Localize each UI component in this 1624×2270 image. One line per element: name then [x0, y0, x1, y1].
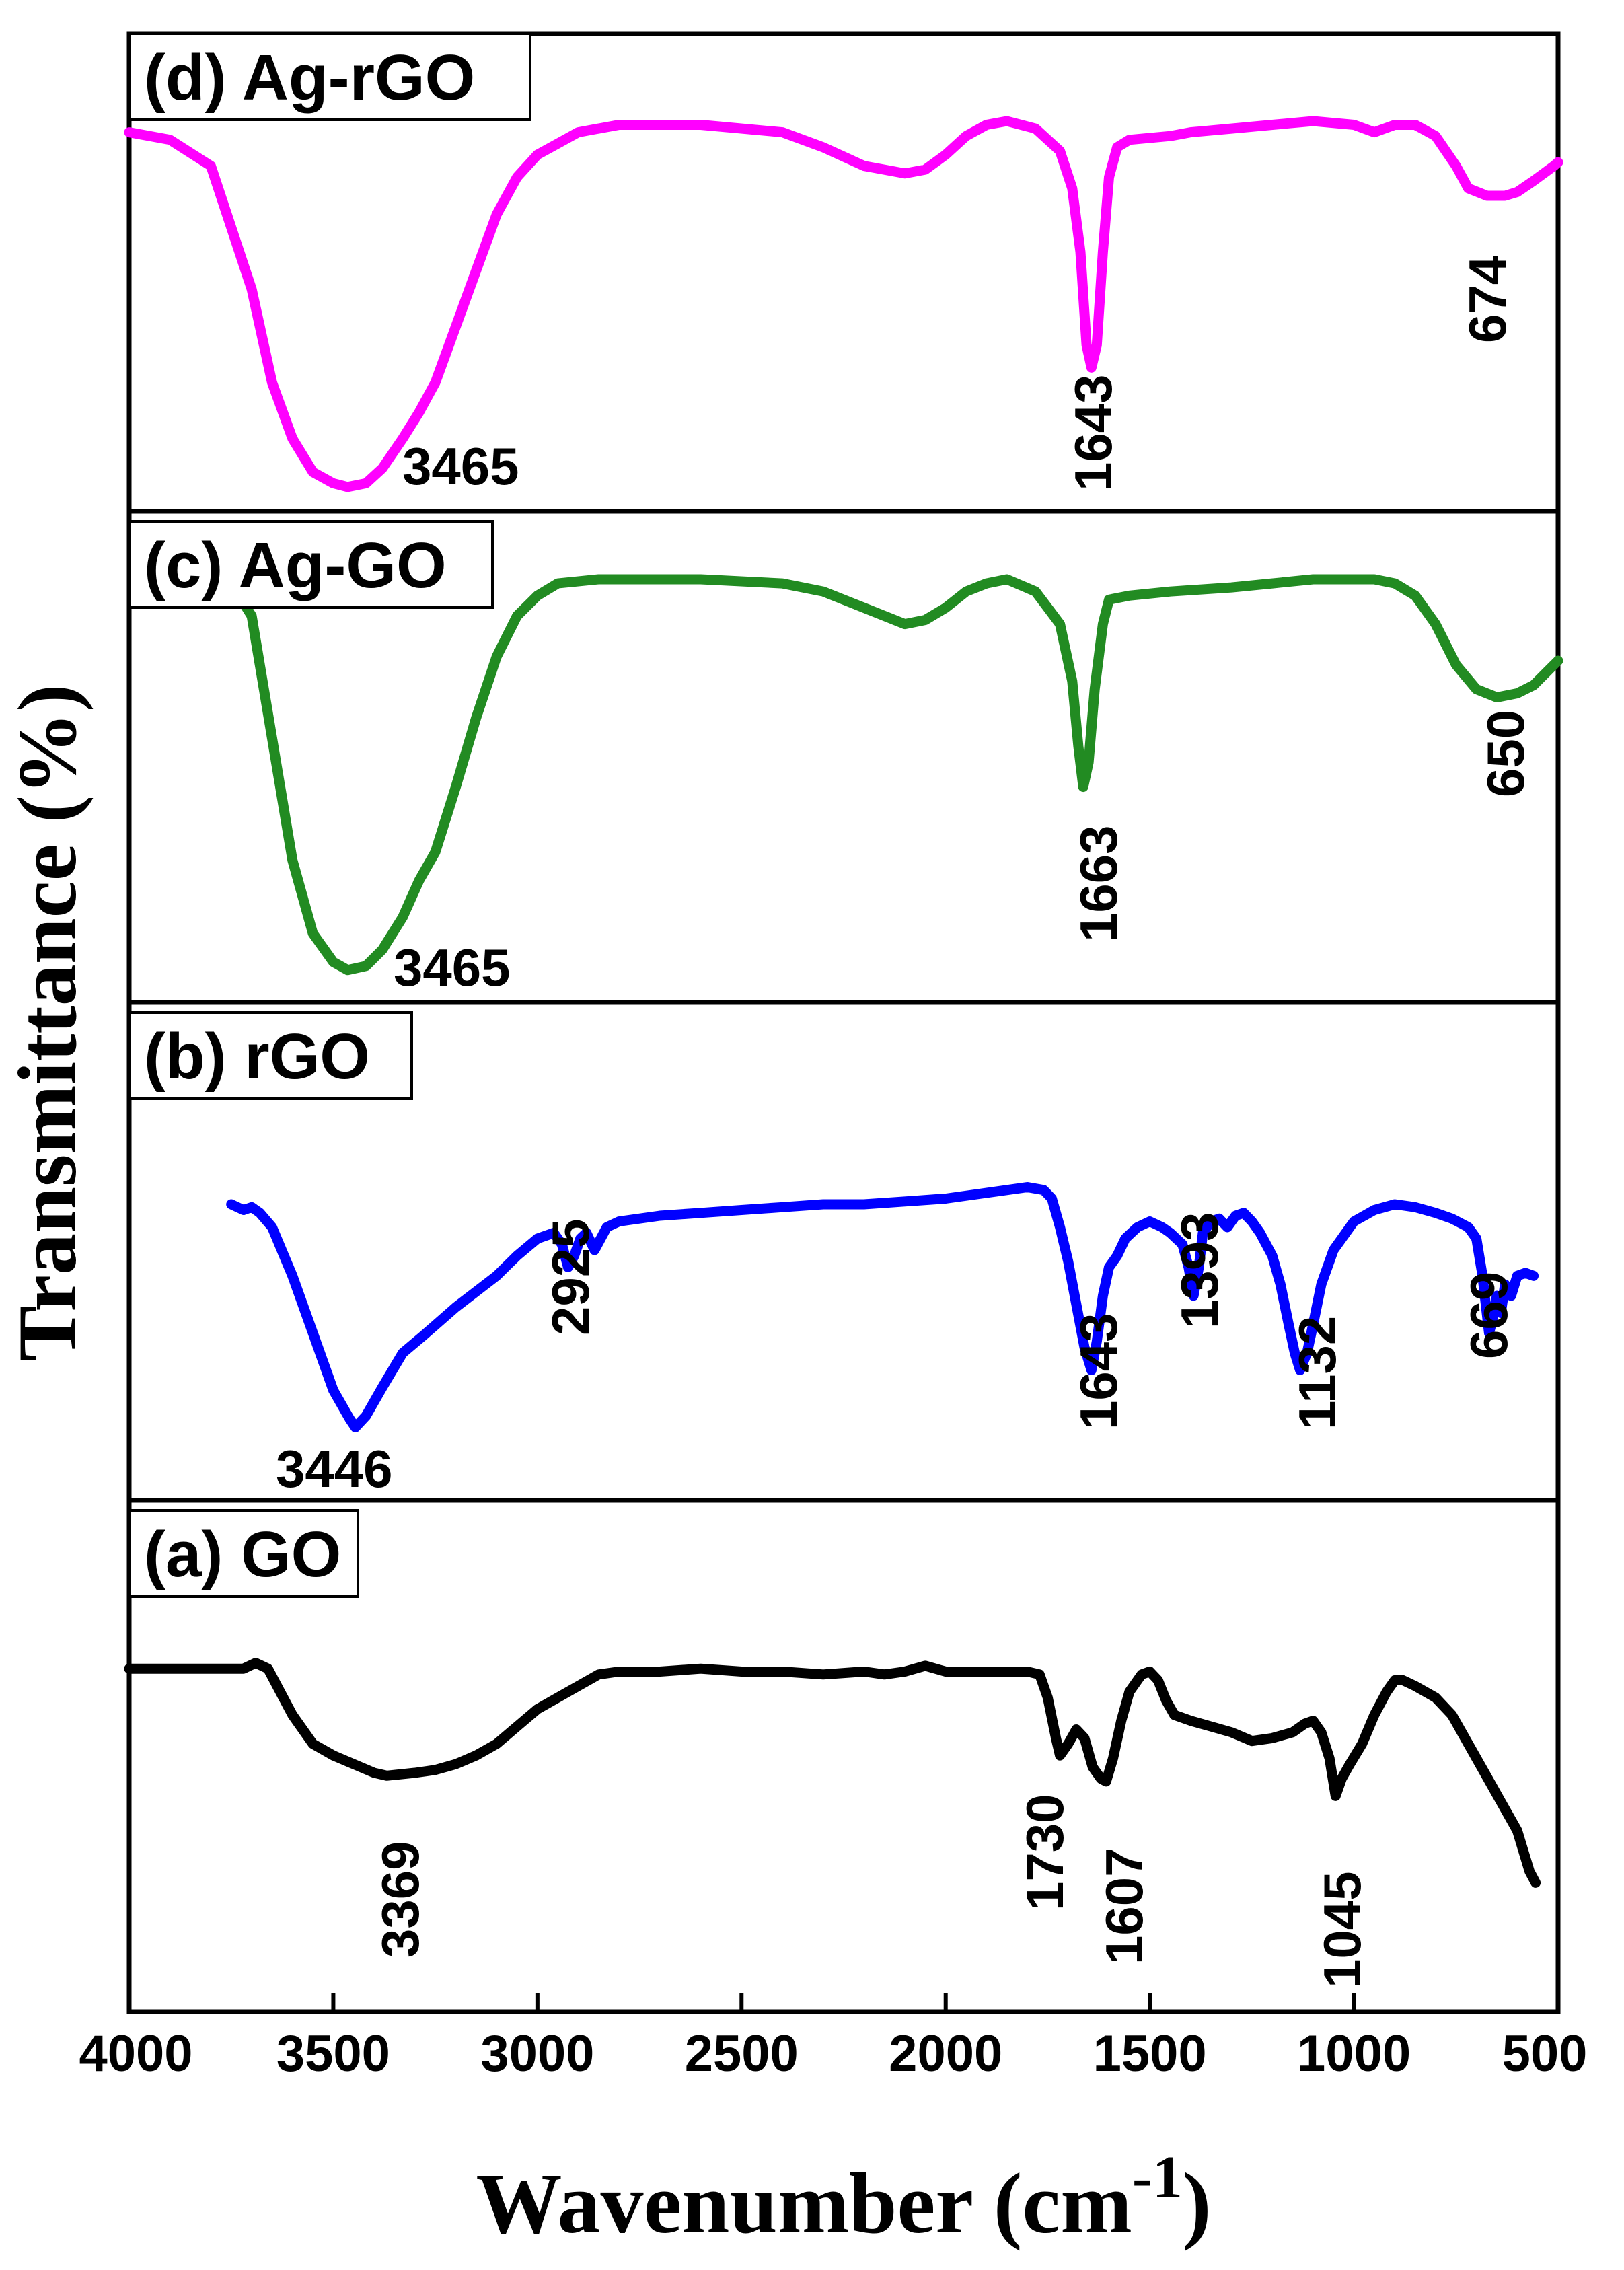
x-axis-title: Wavenumber (cm-1) — [476, 2144, 1212, 2251]
x-tick-label: 4000 — [79, 2025, 192, 2082]
x-tick-label: 1000 — [1297, 2025, 1411, 2082]
peak-label-d-1643: 1643 — [1064, 374, 1123, 491]
x-tick-label: 3500 — [276, 2025, 390, 2082]
x-tick-label: 3000 — [480, 2025, 594, 2082]
x-axis-title-close: ) — [1183, 2156, 1212, 2251]
panel-label-c: (c) Ag-GO — [128, 520, 494, 609]
panel-label-d: (d) Ag-rGO — [128, 32, 531, 121]
x-axis-tick-labels: 4000 3500 3000 2500 2000 1500 1000 500 — [79, 2025, 1587, 2082]
peak-label-b-1132: 1132 — [1288, 1316, 1347, 1430]
peak-label-c-1663: 1663 — [1069, 825, 1128, 942]
peak-label-a-1607: 1607 — [1095, 1847, 1154, 1965]
panel-label-a: (a) GO — [128, 1509, 359, 1598]
y-axis-title: Transmittance (%) — [1, 684, 94, 1362]
peak-label-b-2925: 2925 — [541, 1218, 600, 1335]
peak-label-a-1730: 1730 — [1015, 1794, 1074, 1911]
peak-label-a-3369: 3369 — [371, 1841, 430, 1958]
panel-label-text-b: (b) rGO — [144, 1021, 370, 1093]
x-tick-label: 1500 — [1093, 2025, 1207, 2082]
x-tick-label: 2000 — [889, 2025, 1002, 2082]
spectrum-ag-rgo — [124, 116, 1563, 492]
peak-label-c-3465: 3465 — [394, 938, 511, 997]
x-axis-title-main: Wavenumber (cm — [476, 2156, 1132, 2251]
peak-label-d-674: 674 — [1458, 256, 1517, 343]
spectrum-ag-go — [226, 574, 1563, 976]
peak-label-b-669: 669 — [1459, 1272, 1518, 1359]
peak-label-c-650: 650 — [1476, 710, 1535, 797]
peak-label-d-3465: 3465 — [402, 437, 519, 496]
spectrum-go — [124, 1658, 1541, 1888]
x-axis-ticks — [127, 1993, 1560, 2012]
peak-label-b-3446: 3446 — [276, 1439, 393, 1498]
x-tick-label: 2500 — [685, 2025, 799, 2082]
peak-label-a-1045: 1045 — [1313, 1871, 1372, 1988]
x-tick-label: 500 — [1502, 2025, 1588, 2082]
x-axis-title-superscript: -1 — [1132, 2144, 1183, 2211]
panel-label-text-d: (d) Ag-rGO — [144, 42, 475, 114]
peak-label-b-1643: 1643 — [1069, 1313, 1128, 1430]
peak-label-b-1393: 1393 — [1170, 1212, 1229, 1329]
panel-label-text-c: (c) Ag-GO — [144, 529, 447, 601]
spectrum-rgo — [226, 1182, 1539, 1432]
panel-label-b: (b) rGO — [128, 1011, 413, 1100]
panel-frame-a — [126, 1498, 1561, 2014]
panel-label-text-a: (a) GO — [144, 1518, 341, 1590]
